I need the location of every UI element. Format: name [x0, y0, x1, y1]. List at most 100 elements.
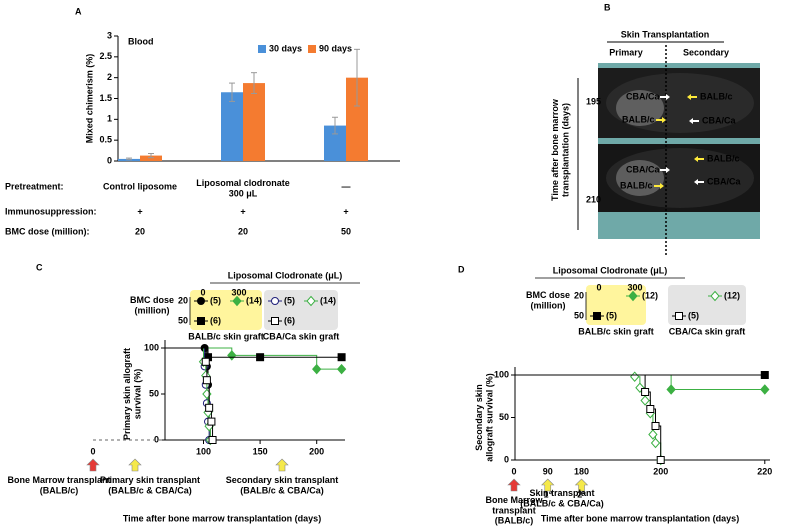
y-tick-label: 1: [107, 114, 112, 124]
row-label: BMC dose (million):: [5, 226, 90, 236]
legend-label: (5): [210, 295, 221, 305]
event-day: 90: [543, 466, 553, 476]
y-tick-label: 0: [504, 454, 509, 464]
y-tick-label: 0.5: [99, 135, 112, 145]
event-label: 1°: [543, 489, 552, 499]
point: [336, 363, 347, 375]
legend-group-box: [668, 285, 746, 325]
x-tick-label: 220: [757, 466, 772, 476]
bar: [243, 83, 265, 161]
table-cell: 20: [238, 226, 248, 236]
legend-title: Liposomal Clodronate (μL): [553, 265, 668, 275]
graft-patch: [616, 90, 664, 126]
y-axis-label: Secondary skinallograft survival (%): [474, 373, 494, 462]
legend-swatch: [258, 45, 266, 53]
row-label: 195: [586, 96, 601, 106]
event-label: Primary skin transplant (BALB/c & CBA/Ca): [100, 475, 200, 495]
y-tick-label: 0: [107, 155, 112, 165]
photo-arrow: [694, 179, 704, 185]
error-bar: [332, 116, 338, 135]
error-bar: [126, 157, 132, 161]
panel-label: A: [75, 6, 82, 16]
bar: [346, 77, 368, 161]
photo-label: BALB/c: [707, 153, 740, 163]
legend-column: 300: [231, 287, 246, 297]
panel-label: D: [458, 264, 465, 274]
point: [256, 353, 265, 362]
point: [205, 403, 214, 412]
error-bar: [251, 72, 257, 94]
bar: [140, 155, 162, 161]
event-label: Bone Marrow transplant (BALB/c): [485, 495, 543, 526]
legend-column: 300: [627, 282, 642, 292]
legend-group-label: CBA/Ca skin graft: [263, 331, 340, 341]
x-axis-label: Time after bone marrow transplantation (…: [541, 513, 739, 523]
point: [651, 422, 660, 430]
category-label: Control liposome: [103, 181, 177, 191]
point: [312, 363, 322, 375]
legend-swatch: [308, 45, 316, 53]
legend-label: (12): [642, 290, 658, 300]
point: [337, 353, 346, 362]
legend-label: (5): [606, 310, 617, 320]
legend-group-label: CBA/Ca skin graft: [669, 326, 746, 336]
legend-row: 20: [574, 290, 584, 300]
event-arrow: [86, 458, 100, 472]
event-arrow: [541, 478, 555, 492]
panel-label: C: [36, 262, 43, 272]
point: [648, 429, 658, 440]
y-tick-label: 100: [144, 342, 159, 352]
legend-title: Liposomal Clodronate (μL): [228, 270, 343, 280]
point: [202, 388, 212, 400]
point: [630, 371, 640, 382]
photo-label: CBA/Ca: [707, 176, 741, 186]
legend-marker: [710, 290, 720, 302]
x-tick-label: 200: [309, 446, 324, 456]
table-cell: +: [240, 206, 245, 216]
legend-label: (14): [320, 295, 336, 305]
x-tick-label: 150: [253, 446, 268, 456]
table-cell: 20: [135, 226, 145, 236]
event-arrow: [275, 458, 289, 472]
legend-rows-title: BMC dose (million): [130, 295, 174, 315]
legend-label: (5): [688, 310, 699, 320]
legend-column: 0: [200, 287, 205, 297]
point: [650, 437, 661, 449]
event-day: 0: [90, 446, 95, 456]
photo-label: BALB/c: [700, 91, 733, 101]
photo-arrow: [654, 183, 664, 189]
error-bar: [148, 153, 154, 159]
legend-group-box: [190, 290, 262, 330]
point: [666, 384, 676, 395]
panel-title: Skin Transplantation: [621, 29, 710, 39]
legend-label: (6): [284, 315, 295, 325]
event-arrow: [574, 478, 589, 492]
legend-group-label: BALB/c skin graft: [188, 331, 264, 341]
x-axis-label: Time after bone marrow transplantation (…: [123, 513, 321, 523]
legend-label: (6): [210, 315, 221, 325]
point: [227, 350, 237, 361]
legend-rows-title: BMC dose (million): [526, 290, 570, 310]
legend-marker: [197, 297, 205, 305]
legend-row: 20: [178, 295, 188, 305]
event-day: 180: [574, 466, 589, 476]
point: [646, 405, 655, 413]
y-axis-label: Time after bone marrowtransplantation (d…: [550, 98, 570, 201]
row-label: 210: [586, 194, 601, 204]
photo-label: CBA/Ca: [626, 164, 660, 174]
table-cell: 50: [341, 226, 351, 236]
event-caption: Skin transplant (BALB/c & CBA/Ca): [520, 488, 604, 508]
graft-patch: [616, 160, 664, 196]
event-label: Bone Marrow transplant (BALB/c): [7, 475, 110, 495]
bar: [324, 125, 346, 161]
point: [207, 417, 216, 426]
legend-marker: [232, 295, 242, 307]
legend-marker: [271, 297, 279, 305]
category-label: —: [342, 181, 351, 191]
chart-title: Blood: [128, 36, 154, 46]
legend-row: 50: [178, 315, 188, 325]
y-tick-label: 50: [499, 412, 509, 422]
photo-label: BALB/c: [620, 180, 653, 190]
error-bar: [354, 48, 360, 107]
